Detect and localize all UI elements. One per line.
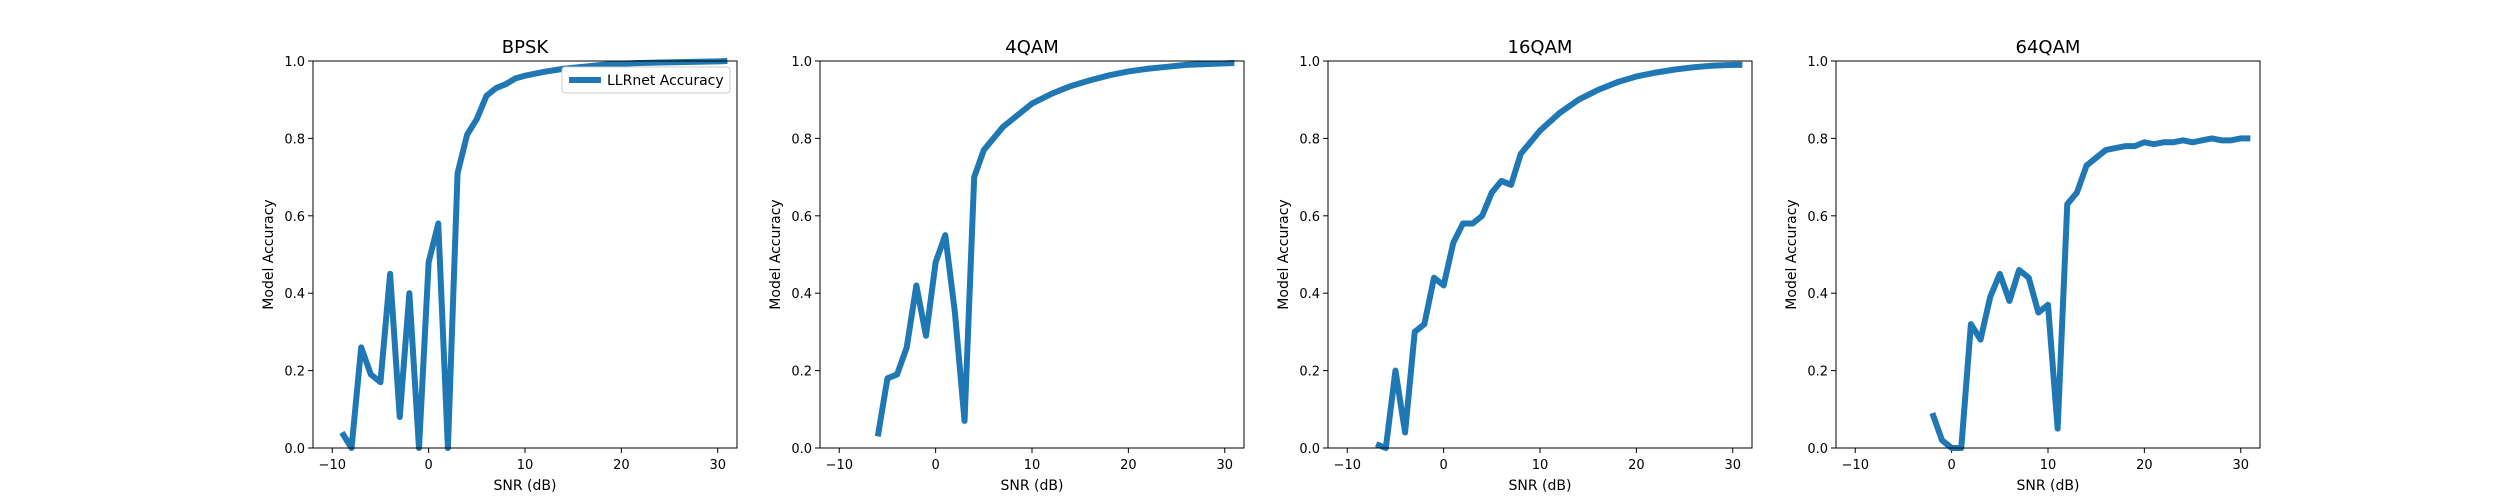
y-tick-label: 0.0	[1299, 442, 1320, 457]
y-tick-label: 0.8	[284, 132, 305, 147]
series-line-64qam	[1929, 135, 2251, 451]
x-tick-label: −10	[319, 458, 346, 473]
y-tick-label: 0.2	[791, 365, 812, 380]
y-axis-label: Model Accuracy	[261, 199, 277, 309]
y-tick-label: 0.0	[1807, 442, 1828, 457]
x-tick-label: 10	[2040, 458, 2057, 473]
y-tick-label: 1.0	[791, 55, 812, 70]
y-tick-label: 0.0	[791, 442, 812, 457]
x-tick-label: 0	[1947, 458, 1955, 473]
panel-title: 4QAM	[1005, 37, 1058, 58]
x-tick-label: 20	[1628, 458, 1645, 473]
tick-group: −10 0 10 20 30 0.0 0.2 0.4 0.6 0.8 1.0	[284, 55, 726, 473]
x-tick-label: 0	[931, 458, 939, 473]
panel-64qam: 64QAM SNR (dB) Model Accuracy −10 0 10 20 30…	[1784, 37, 2261, 494]
panel-16qam: 16QAM SNR (dB) Model Accuracy −10 0 10 20 30…	[1276, 37, 1753, 494]
panel-bpsk: BPSK SNR (dB) Model Accuracy −10 0 10 20 30 0…	[261, 37, 738, 494]
panel-title: 64QAM	[2016, 37, 2081, 58]
tick-group: −10 0 10 20 30 0.0 0.2 0.4 0.6 0.8 1.0	[1807, 55, 2249, 473]
panel-title: 16QAM	[1508, 37, 1573, 58]
x-axis-label: SNR (dB)	[1001, 478, 1064, 494]
y-tick-label: 0.8	[1299, 132, 1320, 147]
y-tick-label: 0.6	[284, 210, 305, 225]
x-tick-label: 0	[424, 458, 432, 473]
y-tick-label: 0.4	[284, 287, 305, 302]
x-tick-label: 20	[1120, 458, 1137, 473]
y-tick-label: 1.0	[284, 55, 305, 70]
x-axis-label: SNR (dB)	[2017, 478, 2080, 494]
y-tick-label: 0.8	[791, 132, 812, 147]
y-tick-label: 0.6	[1807, 210, 1828, 225]
legend-label: LLRnet Accuracy	[607, 73, 724, 89]
panel-title: BPSK	[502, 37, 550, 58]
x-tick-label: 10	[517, 458, 534, 473]
x-tick-label: 30	[1724, 458, 1741, 473]
y-tick-label: 0.0	[284, 442, 305, 457]
axes-frame	[1327, 60, 1753, 449]
x-tick-label: 0	[1439, 458, 1447, 473]
x-tick-label: −10	[826, 458, 853, 473]
y-axis-label: Model Accuracy	[1784, 199, 1800, 309]
y-axis-label: Model Accuracy	[1276, 199, 1292, 309]
x-tick-label: 20	[613, 458, 630, 473]
x-tick-label: 10	[1532, 458, 1549, 473]
y-tick-label: 0.2	[1299, 365, 1320, 380]
x-axis-label: SNR (dB)	[494, 478, 557, 494]
x-tick-label: 10	[1024, 458, 1041, 473]
x-tick-label: 30	[709, 458, 726, 473]
x-tick-label: 30	[1216, 458, 1233, 473]
x-tick-label: 20	[2136, 458, 2153, 473]
tick-group: −10 0 10 20 30 0.0 0.2 0.4 0.6 0.8 1.0	[1299, 55, 1741, 473]
panel-4qam: 4QAM SNR (dB) Model Accuracy −10 0 10 20 30 0…	[768, 37, 1245, 494]
x-tick-label: −10	[1334, 458, 1361, 473]
series-line-4qam	[874, 59, 1235, 437]
y-tick-label: 0.6	[1299, 210, 1320, 225]
legend: LLRnet Accuracy	[561, 66, 731, 94]
axes-frame	[312, 60, 738, 449]
y-tick-label: 0.4	[1299, 287, 1320, 302]
y-tick-label: 0.4	[791, 287, 812, 302]
y-tick-label: 0.2	[284, 365, 305, 380]
legend-box	[561, 66, 731, 94]
series-line-llrnet-accuracy	[339, 58, 728, 451]
x-axis-label: SNR (dB)	[1509, 478, 1572, 494]
y-tick-label: 1.0	[1807, 55, 1828, 70]
y-tick-label: 1.0	[1299, 55, 1320, 70]
axes-frame	[819, 60, 1245, 449]
y-tick-label: 0.4	[1807, 287, 1828, 302]
y-tick-label: 0.2	[1807, 365, 1828, 380]
y-tick-label: 0.8	[1807, 132, 1828, 147]
y-axis-label: Model Accuracy	[768, 199, 784, 309]
axes-frame	[1835, 60, 2261, 449]
tick-group: −10 0 10 20 30 0.0 0.2 0.4 0.6 0.8 1.0	[791, 55, 1233, 473]
x-tick-label: −10	[1842, 458, 1869, 473]
y-tick-label: 0.6	[791, 210, 812, 225]
x-tick-label: 30	[2232, 458, 2249, 473]
series-line-16qam	[1375, 61, 1743, 451]
